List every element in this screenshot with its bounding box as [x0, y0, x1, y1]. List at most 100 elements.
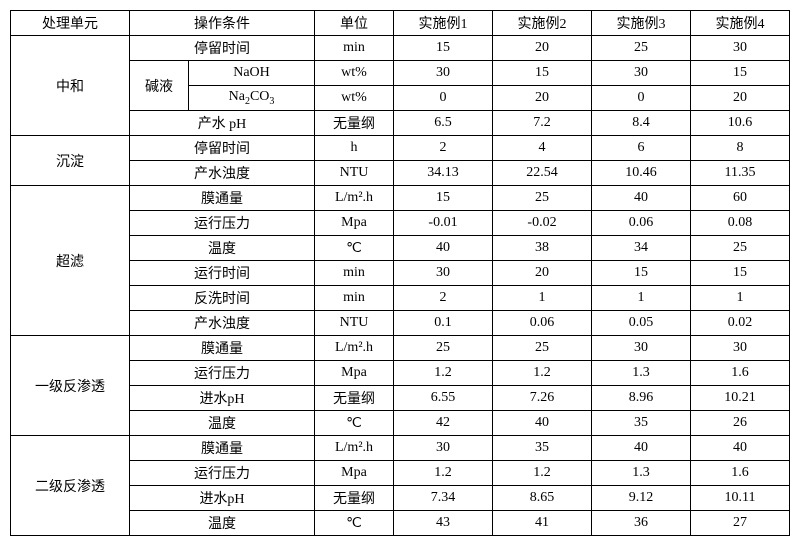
value-cell: 27	[691, 511, 790, 536]
unit-cell: Mpa	[315, 361, 394, 386]
value-cell: 1	[691, 286, 790, 311]
value-cell: 2	[394, 286, 493, 311]
cond-cell: Na2CO3	[189, 86, 315, 111]
value-cell: 7.2	[493, 111, 592, 136]
unit-cell: Mpa	[315, 461, 394, 486]
value-cell: 42	[394, 411, 493, 436]
value-cell: 43	[394, 511, 493, 536]
value-cell: 20	[691, 86, 790, 111]
value-cell: 1.2	[394, 361, 493, 386]
value-cell: 0.06	[493, 311, 592, 336]
unit-cell: Mpa	[315, 211, 394, 236]
section-ro2: 二级反渗透	[11, 436, 130, 536]
value-cell: 20	[493, 36, 592, 61]
value-cell: 15	[493, 61, 592, 86]
header-row: 处理单元 操作条件 单位 实施例1 实施例2 实施例3 实施例4	[11, 11, 790, 36]
cond-cell: NaOH	[189, 61, 315, 86]
unit-cell: NTU	[315, 311, 394, 336]
cond-cell: 膜通量	[130, 186, 315, 211]
value-cell: 0.02	[691, 311, 790, 336]
table-row: 超滤 膜通量 L/m².h 15 25 40 60	[11, 186, 790, 211]
value-cell: 10.11	[691, 486, 790, 511]
cond-cell: 运行时间	[130, 261, 315, 286]
unit-cell: h	[315, 136, 394, 161]
cond-cell: 进水pH	[130, 486, 315, 511]
unit-cell: min	[315, 261, 394, 286]
value-cell: 34.13	[394, 161, 493, 186]
table-row: 中和 停留时间 min 15 20 25 30	[11, 36, 790, 61]
unit-cell: L/m².h	[315, 186, 394, 211]
value-cell: 40	[691, 436, 790, 461]
process-table: 处理单元 操作条件 单位 实施例1 实施例2 实施例3 实施例4 中和 停留时间…	[10, 10, 790, 536]
section-chendian: 沉淀	[11, 136, 130, 186]
value-cell: 15	[691, 61, 790, 86]
unit-cell: wt%	[315, 61, 394, 86]
cond-cell: 运行压力	[130, 461, 315, 486]
unit-cell: NTU	[315, 161, 394, 186]
value-cell: 6.5	[394, 111, 493, 136]
value-cell: 10.6	[691, 111, 790, 136]
value-cell: 4	[493, 136, 592, 161]
value-cell: 11.35	[691, 161, 790, 186]
value-cell: 34	[592, 236, 691, 261]
header-ex3: 实施例3	[592, 11, 691, 36]
cond-cell: 产水浊度	[130, 161, 315, 186]
value-cell: 38	[493, 236, 592, 261]
cond-cell: 温度	[130, 411, 315, 436]
value-cell: 60	[691, 186, 790, 211]
unit-cell: ℃	[315, 511, 394, 536]
value-cell: 15	[592, 261, 691, 286]
value-cell: -0.02	[493, 211, 592, 236]
value-cell: 2	[394, 136, 493, 161]
value-cell: 10.46	[592, 161, 691, 186]
cond-cell: 运行压力	[130, 361, 315, 386]
value-cell: 1.6	[691, 361, 790, 386]
value-cell: 40	[394, 236, 493, 261]
value-cell: 20	[493, 261, 592, 286]
value-cell: 20	[493, 86, 592, 111]
value-cell: 8.96	[592, 386, 691, 411]
value-cell: 30	[691, 336, 790, 361]
value-cell: 0.06	[592, 211, 691, 236]
value-cell: 0.08	[691, 211, 790, 236]
header-ex2: 实施例2	[493, 11, 592, 36]
value-cell: 8	[691, 136, 790, 161]
value-cell: 8.4	[592, 111, 691, 136]
table-row: 一级反渗透 膜通量 L/m².h 25 25 30 30	[11, 336, 790, 361]
cond-cell: 产水 pH	[130, 111, 315, 136]
unit-cell: L/m².h	[315, 436, 394, 461]
value-cell: 25	[493, 336, 592, 361]
value-cell: 7.26	[493, 386, 592, 411]
value-cell: 10.21	[691, 386, 790, 411]
value-cell: 30	[394, 436, 493, 461]
value-cell: 1.3	[592, 461, 691, 486]
value-cell: 0	[394, 86, 493, 111]
value-cell: 0.05	[592, 311, 691, 336]
value-cell: 36	[592, 511, 691, 536]
value-cell: -0.01	[394, 211, 493, 236]
value-cell: 40	[592, 186, 691, 211]
value-cell: 25	[691, 236, 790, 261]
value-cell: 15	[394, 186, 493, 211]
value-cell: 40	[493, 411, 592, 436]
section-chaolv: 超滤	[11, 186, 130, 336]
unit-cell: ℃	[315, 411, 394, 436]
value-cell: 15	[394, 36, 493, 61]
value-cell: 40	[592, 436, 691, 461]
value-cell: 41	[493, 511, 592, 536]
unit-cell: min	[315, 286, 394, 311]
value-cell: 9.12	[592, 486, 691, 511]
unit-cell: wt%	[315, 86, 394, 111]
cond-cell: 膜通量	[130, 436, 315, 461]
value-cell: 1	[493, 286, 592, 311]
value-cell: 25	[394, 336, 493, 361]
alkali-cell: 碱液	[130, 61, 189, 111]
table-row: 沉淀 停留时间 h 2 4 6 8	[11, 136, 790, 161]
section-ro1: 一级反渗透	[11, 336, 130, 436]
value-cell: 35	[592, 411, 691, 436]
cond-cell: 停留时间	[130, 36, 315, 61]
value-cell: 30	[394, 61, 493, 86]
value-cell: 0.1	[394, 311, 493, 336]
value-cell: 0	[592, 86, 691, 111]
header-cond: 操作条件	[130, 11, 315, 36]
